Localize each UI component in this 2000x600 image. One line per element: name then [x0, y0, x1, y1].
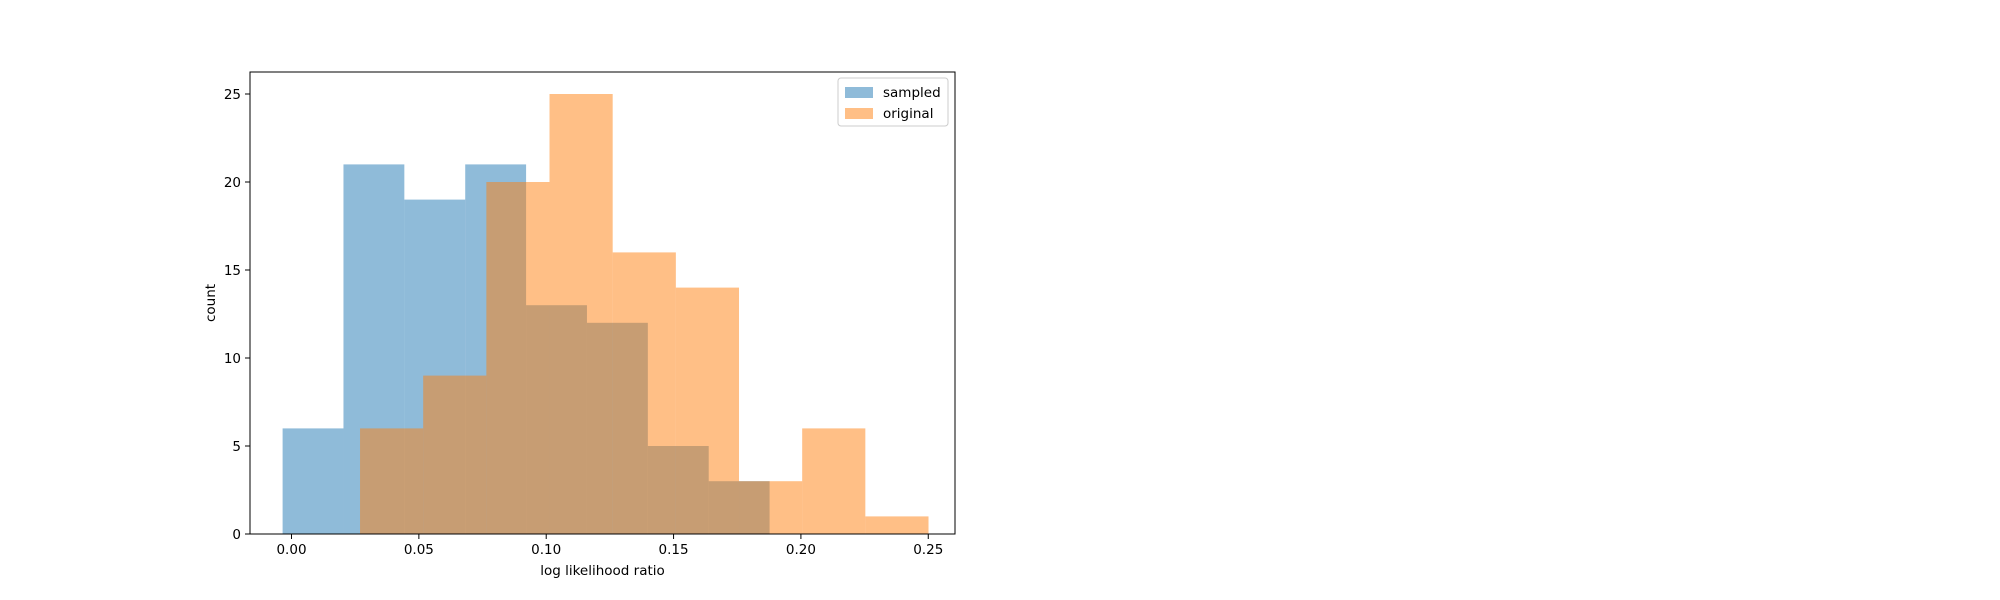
x-tick-label: 0.15 — [659, 542, 689, 558]
plot-area-frame — [249, 71, 956, 535]
legend-label-original: original — [883, 106, 933, 122]
x-tick-label: 0.20 — [786, 542, 816, 558]
bar-sampled-0 — [282, 428, 344, 534]
x-tick-label: 0.10 — [531, 542, 561, 558]
legend-swatch-original — [845, 108, 873, 119]
y-axis-label: count — [203, 284, 219, 322]
y-tick-label: 5 — [232, 439, 241, 455]
bar-original-6 — [739, 481, 803, 534]
x-axis-label: log likelihood ratio — [540, 563, 665, 579]
bar-original-3 — [549, 94, 613, 534]
legend: sampled original — [837, 77, 949, 127]
series-original — [360, 94, 929, 534]
legend-label-sampled: sampled — [883, 85, 941, 101]
x-axis-ticks: 0.00 0.05 0.10 0.15 0.20 0.25 — [276, 534, 943, 558]
bars-layer — [282, 94, 929, 534]
bar-original-4 — [612, 252, 676, 534]
bar-original-2 — [486, 182, 550, 534]
bar-original-1 — [423, 375, 487, 534]
legend-swatch-sampled — [845, 87, 873, 98]
y-axis-ticks: 0 5 10 15 20 25 — [224, 87, 250, 543]
y-tick-label: 20 — [224, 175, 241, 191]
x-tick-label: 0.25 — [913, 542, 943, 558]
y-tick-label: 0 — [232, 527, 241, 543]
y-tick-label: 25 — [224, 87, 241, 103]
x-tick-label: 0.05 — [404, 542, 434, 558]
y-tick-label: 10 — [224, 351, 241, 367]
bar-original-8 — [865, 516, 929, 534]
bar-original-0 — [360, 428, 424, 534]
bar-original-7 — [802, 428, 866, 534]
bar-original-5 — [675, 287, 740, 534]
x-tick-label: 0.00 — [276, 542, 306, 558]
y-tick-label: 15 — [224, 263, 241, 279]
